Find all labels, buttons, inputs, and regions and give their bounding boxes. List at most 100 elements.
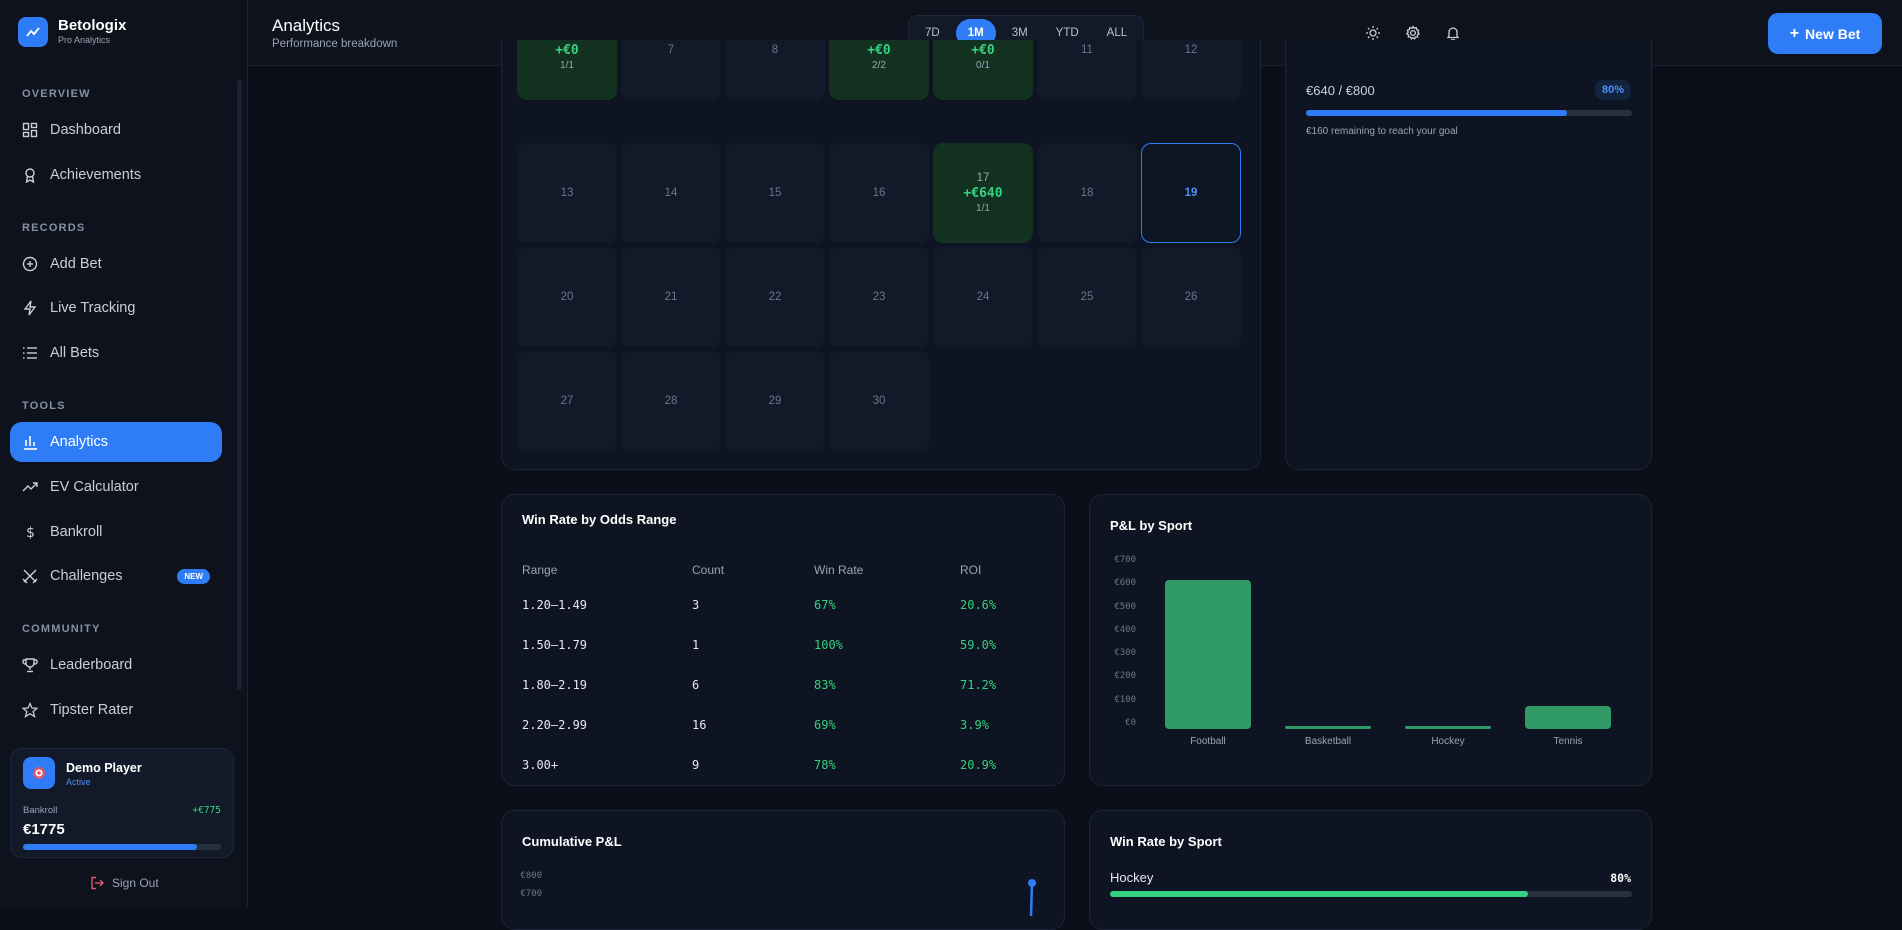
bar-tennis[interactable] <box>1525 705 1611 729</box>
calendar-day-number: 28 <box>664 395 678 407</box>
calendar-day[interactable]: 23 <box>829 247 929 347</box>
calendar-day-number: 27 <box>560 395 574 407</box>
sidebar-scrollbar[interactable] <box>237 80 242 690</box>
sidebar-item-add-bet[interactable]: Add Bet <box>10 244 222 284</box>
award-icon <box>25 168 35 183</box>
calendar-day[interactable]: 28 <box>621 351 721 451</box>
table-row[interactable]: 1.80–2.19 6 83% 71.2% <box>522 665 1052 705</box>
sidebar-item-label: EV Calculator <box>50 479 139 495</box>
nav-section-overview: OVERVIEW <box>22 88 91 100</box>
svg-text:$: $ <box>26 525 35 540</box>
calendar-day[interactable]: 9 +€0 2/2 <box>829 40 929 100</box>
table-row[interactable]: 2.20–2.99 16 69% 3.9% <box>522 705 1052 745</box>
calendar-day-record: 1/1 <box>560 60 574 71</box>
odds-range-table: Range Count Win Rate ROI 1.20–1.49 3 67% 20.6%… <box>522 555 1052 785</box>
goal-progress-fill <box>1306 110 1567 116</box>
bar-basketball[interactable] <box>1285 726 1371 729</box>
calendar-day-number: 18 <box>1080 187 1094 199</box>
calendar-day[interactable]: 24 <box>933 247 1033 347</box>
calendar-day[interactable]: 11 <box>1037 40 1137 100</box>
table-body: 1.20–1.49 3 67% 20.6% 1.50–1.79 1 100% 59.0% 1.8… <box>522 585 1052 785</box>
sidebar-item-ev-calculator[interactable]: EV Calculator <box>10 467 222 507</box>
range-tab-7d[interactable]: 7D <box>925 27 940 39</box>
sidebar-item-label: Add Bet <box>50 256 102 272</box>
range-tab-ytd[interactable]: YTD <box>1055 27 1079 39</box>
calendar-day[interactable]: 20 <box>517 247 617 347</box>
user-card[interactable]: Demo Player Active Bankroll +€775 €1775 <box>10 748 234 858</box>
table-cell: 83% <box>814 678 836 692</box>
list-icon <box>23 347 37 359</box>
calendar-day[interactable]: 15 <box>725 143 825 243</box>
sidebar-item-label: All Bets <box>50 345 100 361</box>
calendar-day-today[interactable]: 19 <box>1141 143 1241 243</box>
table-row[interactable]: 3.00+ 9 78% 20.9% <box>522 745 1052 785</box>
new-bet-button[interactable]: + New Bet <box>1768 13 1882 54</box>
cumulative-pl-title: Cumulative P&L <box>522 834 622 849</box>
page-title: Analytics <box>272 16 341 35</box>
sidebar-item-all-bets[interactable]: All Bets <box>10 333 222 373</box>
table-header-cell: Range <box>522 563 558 577</box>
bar-football[interactable] <box>1165 579 1251 729</box>
sidebar-item-bankroll[interactable]: $ Bankroll <box>10 512 222 552</box>
calendar-day[interactable]: 30 <box>829 351 929 451</box>
bar-hockey[interactable] <box>1405 726 1491 729</box>
calendar-day[interactable]: 25 <box>1037 247 1137 347</box>
calendar-day-pl: +€0 <box>971 43 995 58</box>
cumulative-y-tick: €700 <box>520 889 542 899</box>
calendar-day[interactable]: 13 <box>517 143 617 243</box>
x-tick-label: Tennis <box>1553 736 1583 747</box>
calendar-day[interactable]: 14 <box>621 143 721 243</box>
calendar-day-number: 6 <box>564 40 570 41</box>
calendar-day[interactable]: 12 <box>1141 40 1241 100</box>
goal-note: €160 remaining to reach your goal <box>1306 126 1458 137</box>
brand[interactable]: Betologix Pro Analytics <box>18 17 126 47</box>
calendar-day[interactable]: 18 <box>1037 143 1137 243</box>
calendar-day[interactable]: 8 <box>725 40 825 100</box>
sidebar-item-live-tracking[interactable]: Live Tracking <box>10 288 222 328</box>
range-tab-all[interactable]: ALL <box>1106 27 1128 39</box>
theme-toggle-button[interactable] <box>1362 22 1384 44</box>
sidebar-item-label: Achievements <box>50 167 142 183</box>
settings-button[interactable] <box>1402 22 1424 44</box>
y-tick-label: €500 <box>1114 601 1136 612</box>
table-cell: 78% <box>814 758 836 772</box>
sign-out-button[interactable]: Sign Out <box>90 876 159 890</box>
calendar-day-number: 13 <box>560 187 574 199</box>
plus-icon: + <box>1789 24 1800 42</box>
cumulative-line <box>1028 879 1036 916</box>
calendar-day[interactable]: 29 <box>725 351 825 451</box>
bankroll-progress <box>23 844 221 850</box>
calendar-day-record: 0/1 <box>976 60 990 71</box>
sidebar-item-label: Leaderboard <box>50 657 133 673</box>
range-tab-3m[interactable]: 3M <box>1011 27 1028 39</box>
calendar-day[interactable]: 6 +€0 1/1 <box>517 40 617 100</box>
y-tick-label: €200 <box>1114 671 1136 682</box>
calendar-day[interactable]: 22 <box>725 247 825 347</box>
sidebar-item-tipster-rater[interactable]: Tipster Rater <box>10 690 222 730</box>
sidebar-item-analytics[interactable]: Analytics <box>10 422 222 462</box>
sidebar-item-leaderboard[interactable]: Leaderboard <box>10 645 222 685</box>
goal-card: €640 / €800 80% €160 remaining to reach … <box>1285 40 1652 470</box>
table-cell: 20.6% <box>960 598 997 612</box>
sidebar-item-achievements[interactable]: Achievements <box>10 155 222 195</box>
sidebar-item-challenges[interactable]: Challenges NEW <box>10 556 222 596</box>
brand-name: Betologix <box>58 17 127 34</box>
table-row[interactable]: 1.50–1.79 1 100% 59.0% <box>522 625 1052 665</box>
calendar-day[interactable]: 16 <box>829 143 929 243</box>
table-header-cell: ROI <box>960 563 982 577</box>
calendar-day[interactable]: 10 +€0 0/1 <box>933 40 1033 100</box>
table-cell: 16 <box>692 718 707 732</box>
calendar-day-pl: +€0 <box>555 43 579 58</box>
table-row[interactable]: 1.20–1.49 3 67% 20.6% <box>522 585 1052 625</box>
win-rate-by-sport-card: Win Rate by Sport Hockey 80% <box>1089 810 1652 930</box>
sidebar-item-dashboard[interactable]: Dashboard <box>10 110 222 150</box>
calendar-day[interactable]: 27 <box>517 351 617 451</box>
calendar-day[interactable]: 26 <box>1141 247 1241 347</box>
calendar-day[interactable]: 17 +€640 1/1 <box>933 143 1033 243</box>
calendar-day-number: 30 <box>872 395 886 407</box>
table-header-cell: Count <box>692 563 725 577</box>
calendar-card: 6 +€0 1/1 7 8 9 +€0 2/2 10 +€0 0/1 11 12 13 14 15 16 17 +€… <box>501 40 1261 470</box>
calendar-day-number: 29 <box>768 395 782 407</box>
calendar-day[interactable]: 21 <box>621 247 721 347</box>
calendar-day[interactable]: 7 <box>621 40 721 100</box>
